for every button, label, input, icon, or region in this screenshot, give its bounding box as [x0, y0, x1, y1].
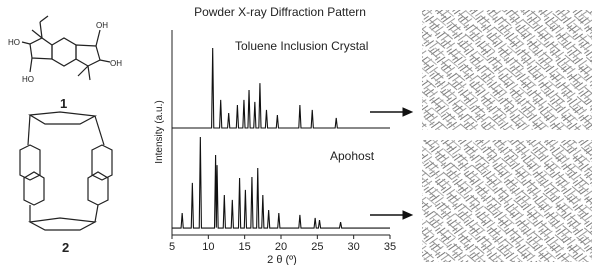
x-tick-label: 20: [275, 241, 287, 253]
atom-label: OH: [110, 59, 122, 68]
atom-label: HO: [22, 75, 34, 84]
atom-label: HO: [8, 38, 20, 47]
x-tick-label: 15: [239, 241, 251, 253]
x-tick-label: 5: [169, 241, 175, 253]
pxrd-line: [172, 48, 390, 128]
crystal-overlay: [422, 10, 592, 130]
compound-label: 1: [60, 96, 67, 111]
x-tick-label: 10: [202, 241, 214, 253]
x-axis-label: 2 θ (º): [267, 254, 297, 265]
chart-title: Powder X-ray Diffraction Pattern: [194, 5, 366, 19]
figure: OH OH HO HO 1 2 Powder X-ray Diffraction…: [0, 0, 600, 265]
series-label: Toluene Inclusion Crystal: [235, 39, 368, 53]
x-tick-label: 35: [384, 241, 396, 253]
crystal-overlay: [422, 140, 592, 262]
arrow: [370, 108, 412, 219]
series-label: Apohost: [330, 149, 375, 163]
compound-label: 2: [62, 240, 69, 255]
molecule-2: [20, 112, 112, 230]
atom-label: OH: [96, 21, 108, 30]
x-tick-label: 25: [311, 241, 323, 253]
x-tick-label: 30: [348, 241, 360, 253]
y-axis-label: Intensity (a.u.): [154, 100, 165, 163]
